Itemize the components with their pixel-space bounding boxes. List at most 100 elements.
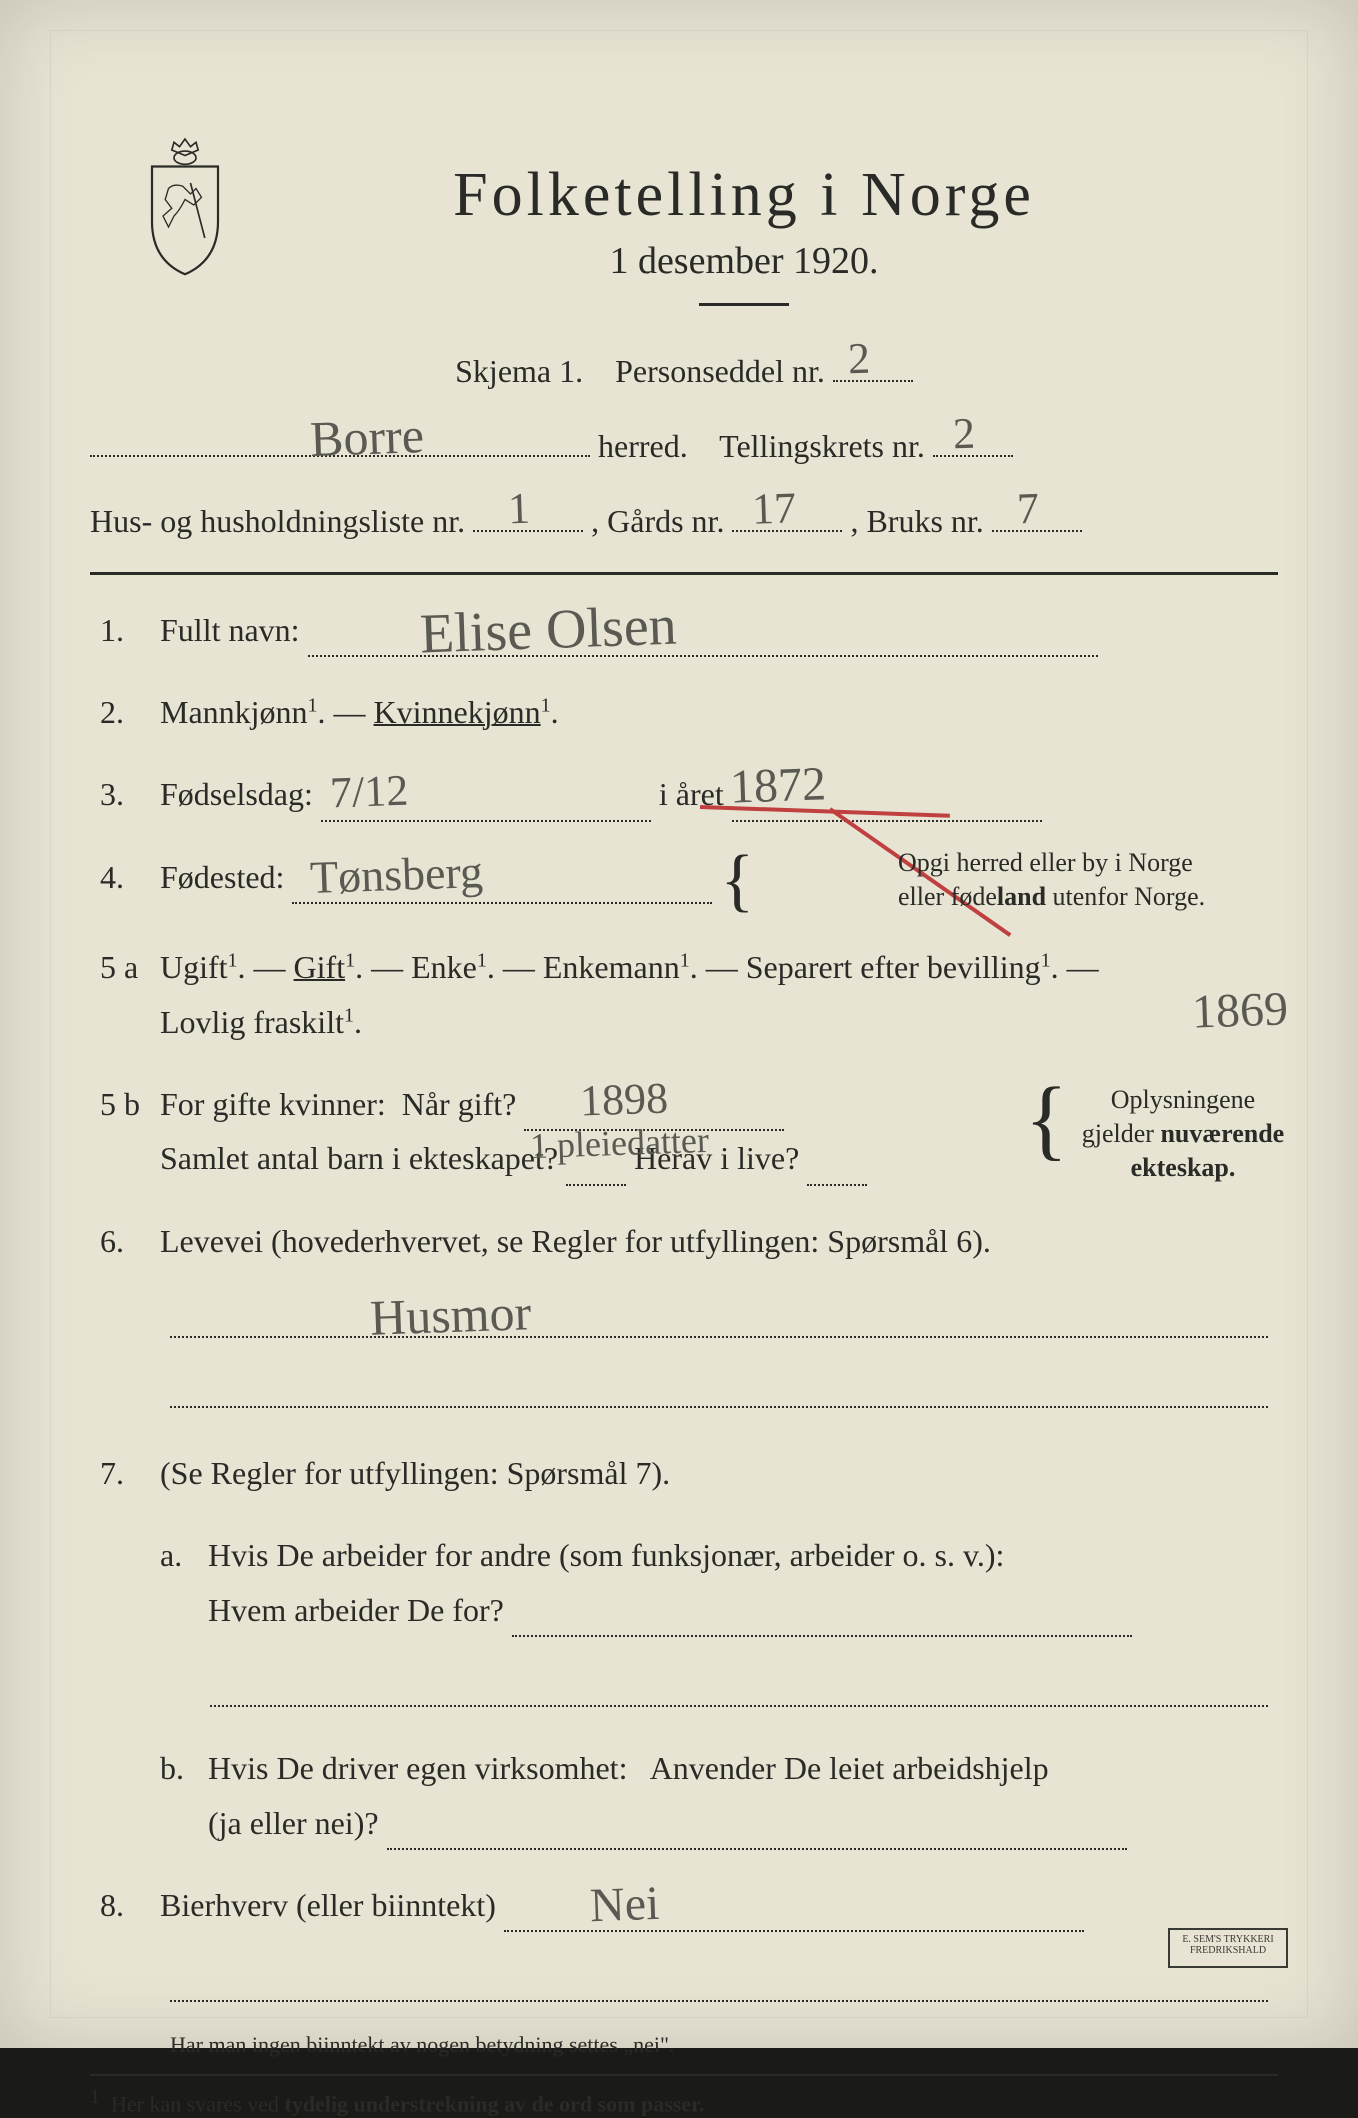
q1-row: 1. Fullt navn: Elise Olsen (90, 603, 1278, 657)
q4-note: Opgi herred eller by i Norge eller fødel… (898, 846, 1278, 914)
q5a-s2: 1 (345, 949, 355, 971)
krets-value: 2 (952, 399, 976, 470)
q7-row: 7. (Se Regler for utfyllingen: Spørsmål … (90, 1446, 1278, 1500)
q1-num: 1. (90, 612, 160, 649)
q5a-s1: 1 (228, 949, 238, 971)
q2-sup2: 1 (541, 694, 551, 716)
husliste-field: 1 (473, 502, 583, 532)
q5a-s5: 1 (1041, 949, 1051, 971)
census-form-page: Folketelling i Norge 1 desember 1920. Sk… (0, 0, 1358, 2048)
q5b-row: 5 b For gifte kvinner: Når gift? 1898 Sa… (90, 1077, 1278, 1186)
header: Folketelling i Norge 1 desember 1920. (90, 160, 1278, 306)
q5b-live-field (807, 1158, 867, 1186)
q5a-row: 5 a Ugift1. — Gift1. — Enke1. — Enkemann… (90, 940, 1278, 1049)
title: Folketelling i Norge (210, 160, 1278, 231)
q7b-text1: Hvis De driver egen virksomhet: (208, 1750, 627, 1786)
q5b-brace-icon: { (1025, 1097, 1068, 1142)
personseddel-nr-field: 2 (833, 352, 913, 382)
q7b-letter: b. (160, 1741, 200, 1795)
q2-text: Mannkjønn1. — Kvinnekjønn1. (160, 685, 1278, 739)
personseddel-nr-value: 2 (847, 324, 871, 395)
footnote-num: 1 (90, 2086, 100, 2108)
subtitle: 1 desember 1920. (210, 239, 1278, 283)
q5b-note-b: gjelder nuværende (1082, 1119, 1284, 1148)
q5a-opt4: Enkemann (543, 949, 680, 985)
q4-brace-icon: { (720, 863, 754, 898)
herred-label: herred. (598, 428, 688, 464)
q3-label-a: Fødselsdag: (160, 776, 313, 812)
q7a-text1: Hvis De arbeider for andre (som funksjon… (208, 1537, 1004, 1573)
q6-line1: Husmor (170, 1298, 1268, 1338)
husliste-line: Hus- og husholdningsliste nr. 1 , Gårds … (90, 496, 1278, 547)
q7b-text: b. Hvis De driver egen virksomhet: Anven… (160, 1741, 1278, 1850)
q7-text: (Se Regler for utfyllingen: Spørsmål 7). (160, 1446, 1278, 1500)
q8-label: Bierhverv (eller biinntekt) (160, 1887, 496, 1923)
q5a-opt5: Separert efter bevilling (746, 949, 1041, 985)
d2: — (363, 949, 411, 985)
q5b-label-c: Samlet antal barn i ekteskapet? (160, 1140, 558, 1176)
husliste-label: Hus- og husholdningsliste nr. (90, 503, 465, 539)
krets-field: 2 (933, 427, 1013, 457)
q2-num: 2. (90, 694, 160, 731)
q5a-opt2: Gift (294, 949, 346, 985)
q8-row: 8. Bierhverv (eller biinntekt) Nei (90, 1878, 1278, 1932)
q3-year-value: 1872 (729, 744, 828, 829)
q5a-opt3: Enke (411, 949, 477, 985)
footer-rule (90, 2074, 1278, 2076)
q2-dash: — (334, 694, 374, 730)
krets-label: Tellingskrets nr. (719, 428, 925, 464)
q5a-s4: 1 (680, 949, 690, 971)
q5a-s6: 1 (344, 1004, 354, 1026)
d4: — (698, 949, 746, 985)
q3-num: 3. (90, 776, 160, 813)
q5b-num: 5 b (90, 1086, 160, 1123)
q6-num: 6. (90, 1223, 160, 1260)
q4-num: 4. (90, 859, 160, 896)
gards-value: 17 (751, 474, 797, 546)
q4-note-a: Opgi herred eller by i Norge (898, 848, 1193, 877)
q3-text: Fødselsdag: i året 7/12 1872 (160, 767, 1278, 821)
skjema-line: Skjema 1. Personseddel nr. 2 (90, 346, 1278, 397)
bruks-label: , Bruks nr. (850, 503, 983, 539)
herred-line: Borre herred. Tellingskrets nr. 2 (90, 421, 1278, 472)
q6-label: Levevei (hovederhvervet, se Regler for u… (160, 1223, 991, 1259)
q5a-num: 5 a (90, 949, 160, 986)
q4-text: Fødested: Tønsberg { Opgi herred eller b… (160, 850, 1278, 904)
gards-field: 17 (732, 502, 842, 532)
q3-day-value: 7/12 (329, 754, 410, 831)
q7-label: (Se Regler for utfyllingen: Spørsmål 7). (160, 1455, 670, 1491)
q1-label: Fullt navn: (160, 612, 300, 648)
q5b-note-c: ekteskap. (1131, 1153, 1236, 1182)
d5: — (1059, 949, 1099, 985)
q5a-s3: 1 (477, 949, 487, 971)
d1: — (246, 949, 294, 985)
herred-value: Borre (309, 395, 426, 479)
q3-row: 3. Fødselsdag: i året 7/12 1872 (90, 767, 1278, 821)
q7a-field (512, 1609, 1132, 1637)
footnote: 1 Her kan svares ved tydelig understrekn… (90, 2086, 1278, 2117)
bruks-value: 7 (1016, 474, 1040, 545)
q5b-barn-value: 1 pleiedatter (529, 1110, 710, 1177)
herred-field: Borre (90, 427, 590, 457)
q4-label: Fødested: (160, 859, 284, 895)
q2-sup1: 1 (308, 694, 318, 716)
q5b-note: Oplysningene gjelder nuværende ekteskap. (1078, 1083, 1288, 1184)
q7b-text3: (ja eller nei)? (208, 1805, 379, 1841)
q8-num: 8. (90, 1887, 160, 1924)
bruks-field: 7 (992, 502, 1082, 532)
q4-row: 4. Fødested: Tønsberg { Opgi herred elle… (90, 850, 1278, 904)
q7b-row: b. Hvis De driver egen virksomhet: Anven… (90, 1741, 1278, 1850)
q2-row: 2. Mannkjønn1. — Kvinnekjønn1. (90, 685, 1278, 739)
q8-text: Bierhverv (eller biinntekt) Nei (160, 1878, 1278, 1932)
footer-note: Har man ingen biinntekt av nogen betydni… (170, 2032, 1278, 2058)
q7b-text2: Anvender De leiet arbeidshjelp (650, 1750, 1049, 1786)
q1-text: Fullt navn: Elise Olsen (160, 603, 1278, 657)
q5b-label-b: Når gift? (402, 1086, 517, 1122)
gards-label: , Gårds nr. (591, 503, 724, 539)
skjema-label-a: Skjema 1. (455, 353, 583, 389)
title-rule (699, 303, 789, 306)
q4-value: Tønsberg (309, 833, 485, 917)
footnote-text: Her kan svares ved tydelig understreknin… (111, 2092, 704, 2117)
q2-mann: Mannkjønn (160, 694, 308, 730)
printer-stamp: E. SEM'S TRYKKERI FREDRIKSHALD (1168, 1928, 1288, 1968)
